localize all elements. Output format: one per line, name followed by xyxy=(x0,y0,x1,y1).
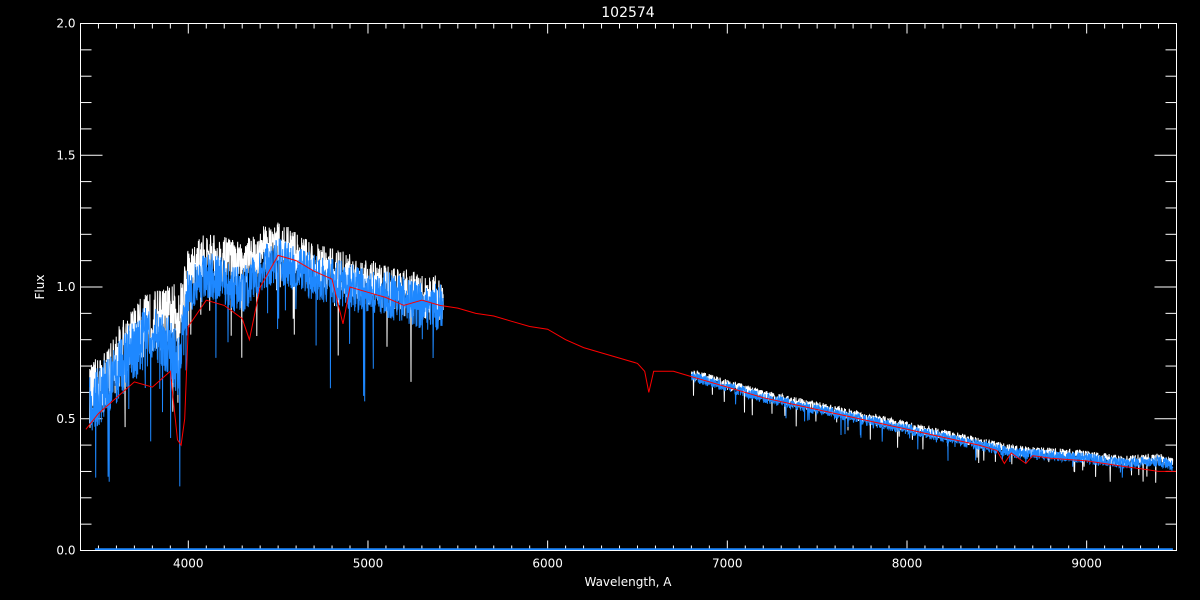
y-tick-label: 2.0 xyxy=(56,17,75,31)
observed-spectrum-line xyxy=(690,372,1174,478)
observed-spectrum-alt-line xyxy=(690,370,1174,483)
chart-title: 102574 xyxy=(601,5,655,21)
x-axis-label: Wavelength, A xyxy=(584,575,672,589)
plot-frame xyxy=(80,23,1177,551)
model-spectrum-line xyxy=(85,254,1177,472)
x-tick-label: 6000 xyxy=(532,557,563,571)
x-tick-label: 7000 xyxy=(712,557,743,571)
y-tick-label: 1.5 xyxy=(56,148,75,162)
observed-spectrum-line xyxy=(89,238,444,487)
series-1 xyxy=(89,238,1174,487)
x-tick-label: 5000 xyxy=(353,557,384,571)
x-tick-label: 4000 xyxy=(173,557,204,571)
series-group xyxy=(85,222,1177,551)
y-axis-label: Flux xyxy=(33,275,47,300)
series-2 xyxy=(85,254,1177,472)
y-tick-label: 0.0 xyxy=(56,544,75,558)
y-tick-label: 0.5 xyxy=(56,412,75,426)
x-tick-label: 9000 xyxy=(1071,557,1102,571)
axis-ticks: 4000 5000 6000 7000 8000 9000 0.0 0.5 1.0 1.5 2.0 xyxy=(56,17,1177,571)
x-tick-label: 8000 xyxy=(892,557,923,571)
y-tick-label: 1.0 xyxy=(56,280,75,294)
